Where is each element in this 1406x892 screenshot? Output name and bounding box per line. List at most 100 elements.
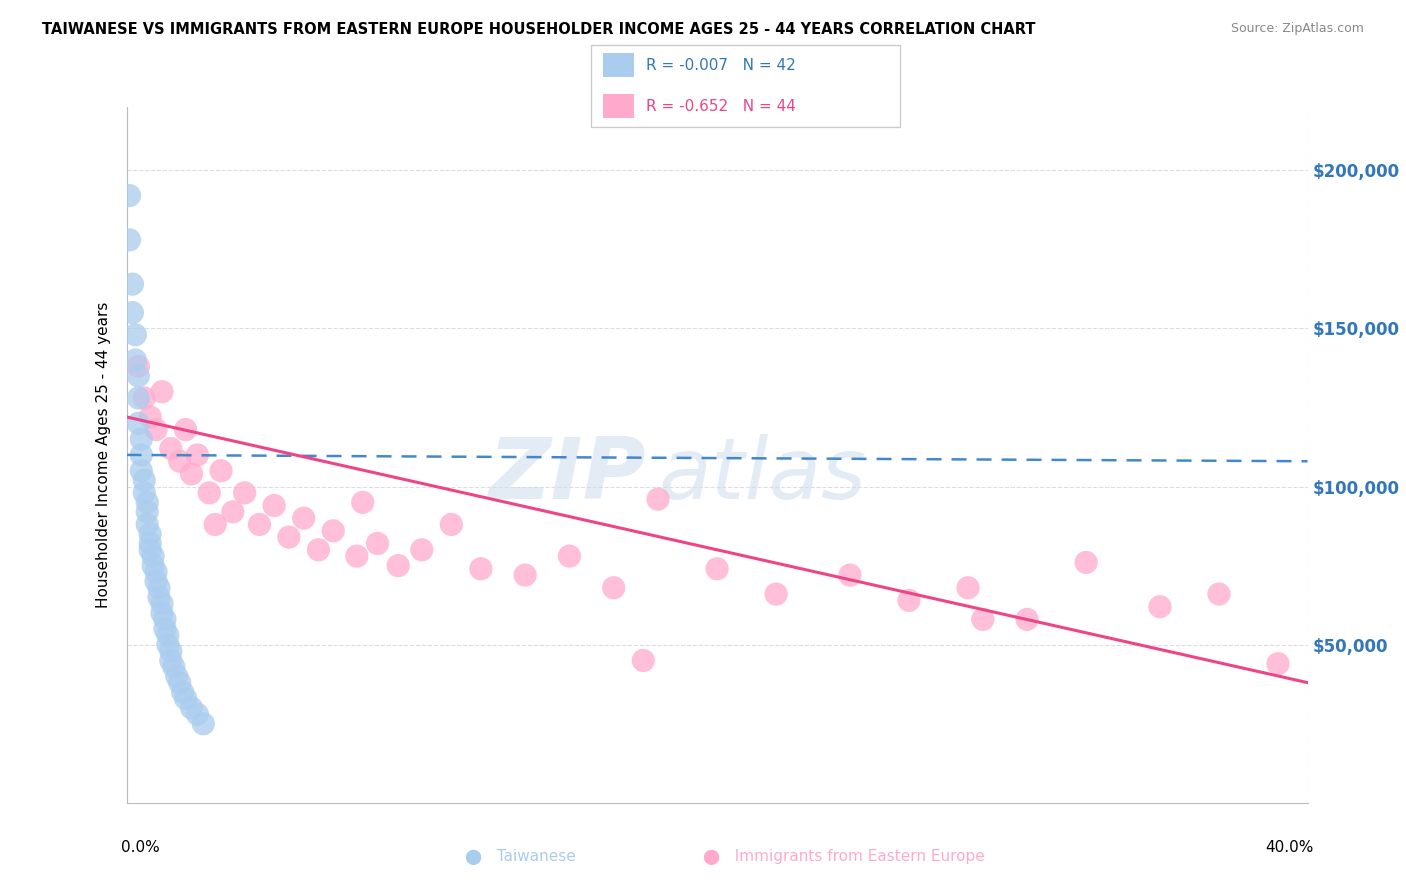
Point [139,536,162,550]
Point [145,574,167,589]
Point [136,495,159,509]
Point [292,511,315,525]
Point [166,669,188,683]
Y-axis label: Householder Income Ages 25 - 44 years: Householder Income Ages 25 - 44 years [96,301,111,608]
Point [278,530,301,544]
Point [118,233,141,247]
Bar [603,94,634,119]
Text: ⬤   Immigrants from Eastern Europe: ⬤ Immigrants from Eastern Europe [703,849,984,864]
Point [647,492,669,507]
Point [139,542,162,557]
Point [172,685,194,699]
Text: 40.0%: 40.0% [1265,839,1313,855]
Point [322,524,344,538]
Text: TAIWANESE VS IMMIGRANTS FROM EASTERN EUROPE HOUSEHOLDER INCOME AGES 25 - 44 YEAR: TAIWANESE VS IMMIGRANTS FROM EASTERN EUR… [42,22,1036,37]
Point [153,612,176,626]
Point [139,409,162,424]
Point [193,716,215,731]
Point [186,707,208,722]
Point [1149,599,1171,614]
Bar [603,53,634,78]
Text: atlas: atlas [658,434,866,517]
Point [129,448,153,462]
Point [121,277,143,292]
Point [142,549,165,563]
Point [129,432,153,446]
Point [174,691,197,706]
Point [145,565,167,579]
Point [169,454,191,468]
Point [631,653,654,667]
Point [180,701,202,715]
Point [307,542,329,557]
Point [411,542,433,557]
Point [121,305,143,319]
Point [209,464,232,478]
Point [159,653,183,667]
Point [247,517,270,532]
Point [148,581,170,595]
Text: ZIP: ZIP [488,434,647,517]
Point [159,442,183,456]
Text: Source: ZipAtlas.com: Source: ZipAtlas.com [1230,22,1364,36]
Text: R = -0.007   N = 42: R = -0.007 N = 42 [647,58,796,72]
Point [156,638,179,652]
Point [134,473,156,487]
Point [1076,556,1098,570]
Point [198,486,221,500]
Point [150,384,173,399]
Point [838,568,860,582]
Point [156,628,179,642]
Point [222,505,245,519]
Point [956,581,979,595]
Point [366,536,388,550]
Point [124,327,146,342]
Text: R = -0.652   N = 44: R = -0.652 N = 44 [647,99,796,113]
Point [1017,612,1039,626]
Point [139,527,162,541]
Point [153,622,176,636]
Point [558,549,581,563]
Point [186,448,208,462]
Point [706,562,728,576]
Point [136,505,159,519]
Point [127,417,149,431]
Point [204,517,226,532]
Point [233,486,256,500]
Point [387,558,409,573]
Point [129,464,153,478]
Point [145,423,167,437]
Point [515,568,537,582]
Point [440,517,463,532]
Point [127,368,149,383]
Point [124,353,146,368]
Point [765,587,787,601]
Point [263,499,285,513]
Point [118,188,141,202]
Point [134,391,156,405]
Point [150,597,173,611]
Point [127,391,149,405]
Point [972,612,994,626]
Point [1208,587,1230,601]
Point [470,562,492,576]
Point [169,675,191,690]
Point [180,467,202,481]
Point [163,660,186,674]
Point [603,581,626,595]
Point [1267,657,1289,671]
Point [148,591,170,605]
Point [897,593,920,607]
Point [150,606,173,620]
FancyBboxPatch shape [591,45,900,127]
Text: 0.0%: 0.0% [121,839,159,855]
Point [174,423,197,437]
Point [346,549,368,563]
Point [127,359,149,374]
Point [134,486,156,500]
Point [352,495,374,509]
Point [159,644,183,658]
Point [142,558,165,573]
Point [136,517,159,532]
Text: ⬤   Taiwanese: ⬤ Taiwanese [465,849,575,864]
